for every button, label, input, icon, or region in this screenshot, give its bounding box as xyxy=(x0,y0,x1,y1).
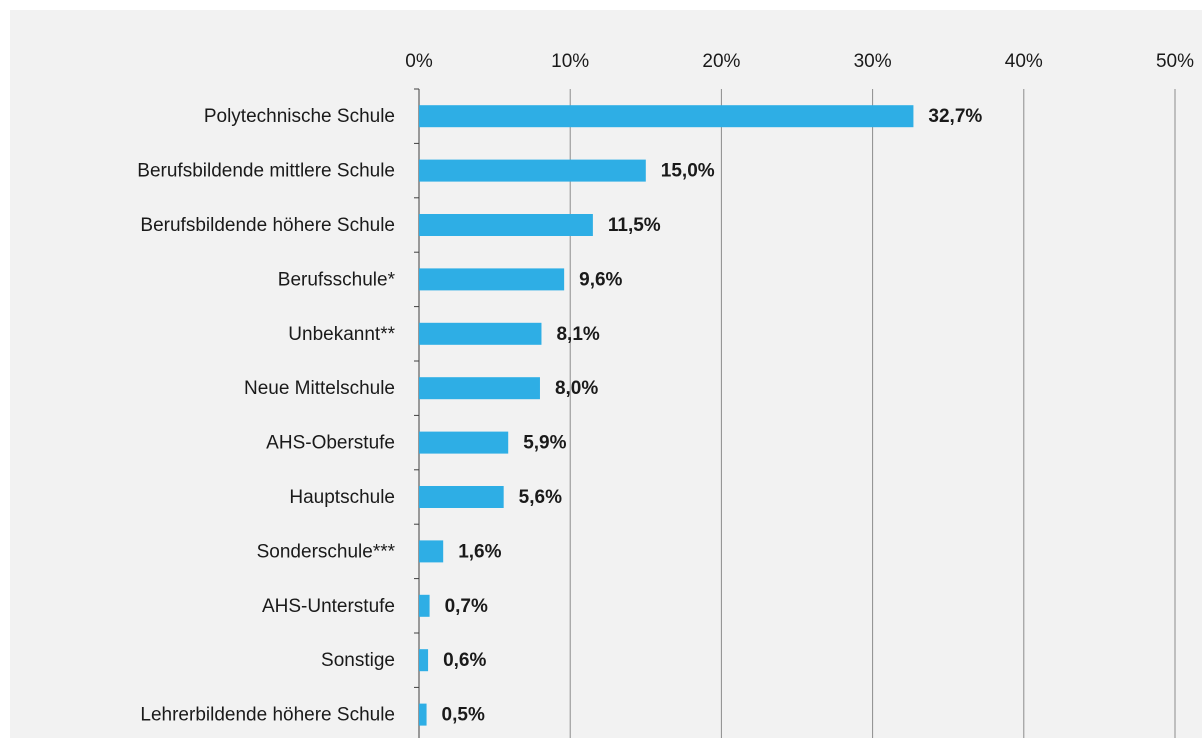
x-tick-label: 0% xyxy=(405,51,433,72)
x-tick-label: 50% xyxy=(1156,51,1194,72)
bar xyxy=(419,649,429,672)
bar xyxy=(419,105,914,128)
value-label: 5,6% xyxy=(519,487,562,508)
value-label: 32,7% xyxy=(928,106,982,127)
chart-background xyxy=(10,10,1202,738)
bar xyxy=(419,540,444,563)
y-tick-label: Berufsbildende mittlere Schule xyxy=(137,161,395,182)
bar xyxy=(419,268,565,291)
y-tick-label: AHS-Oberstufe xyxy=(266,433,395,454)
y-tick-label: AHS-Unterstufe xyxy=(262,596,395,617)
bar xyxy=(419,322,542,345)
y-tick-label: Sonstige xyxy=(321,650,395,671)
value-label: 9,6% xyxy=(579,269,622,290)
bar xyxy=(419,486,504,508)
bar xyxy=(419,703,427,726)
value-label: 5,9% xyxy=(523,433,566,454)
value-label: 8,1% xyxy=(556,324,599,345)
bar xyxy=(419,431,509,454)
y-tick-label: Polytechnische Schule xyxy=(204,106,395,127)
bar xyxy=(419,377,540,400)
x-tick-label: 10% xyxy=(551,51,589,72)
value-label: 0,5% xyxy=(442,705,485,726)
value-label: 1,6% xyxy=(458,541,501,562)
y-tick-label: Lehrerbildende höhere Schule xyxy=(140,705,395,726)
value-label: 15,0% xyxy=(661,161,715,182)
x-tick-label: 30% xyxy=(854,51,892,72)
y-tick-label: Unbekannt** xyxy=(288,324,395,345)
value-label: 0,7% xyxy=(445,596,488,617)
bar xyxy=(419,214,593,236)
y-tick-label: Hauptschule xyxy=(289,487,395,508)
value-label: 11,5% xyxy=(608,215,661,236)
x-tick-label: 40% xyxy=(1005,51,1043,72)
y-tick-label: Neue Mittelschule xyxy=(244,378,395,399)
y-tick-label: Berufsschule* xyxy=(278,269,396,290)
value-label: 0,6% xyxy=(443,650,486,671)
value-label: 8,0% xyxy=(555,378,598,399)
y-tick-label: Berufsbildende höhere Schule xyxy=(140,215,395,236)
bar xyxy=(419,594,430,617)
bar xyxy=(419,159,646,182)
y-tick-label: Sonderschule*** xyxy=(257,541,396,562)
x-tick-label: 20% xyxy=(702,51,740,72)
